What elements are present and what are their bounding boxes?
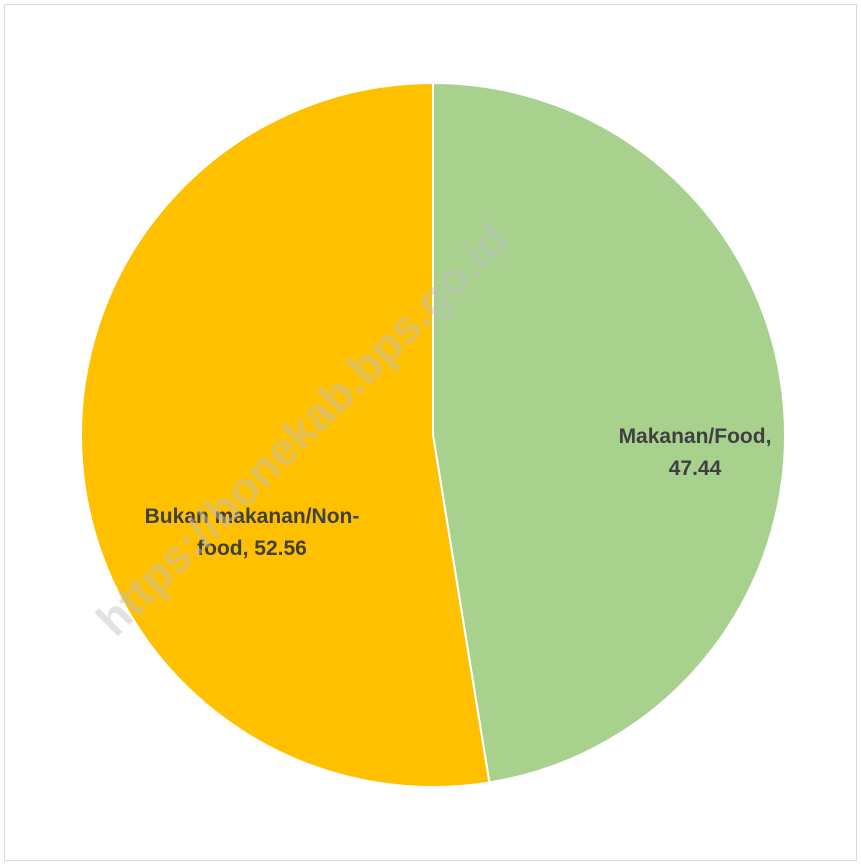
data-label-line: Bukan makanan/Non- [145, 505, 360, 528]
data-labels: Makanan/Food, 47.44 Bukan makanan/Non-food… [145, 425, 772, 560]
pie-slice [80, 81, 491, 788]
pie-slice [432, 81, 786, 784]
data-label-line: food, 52.56 [197, 537, 307, 560]
data-label-line: 47.44 [669, 457, 722, 480]
data-label: Bukan makanan/Non-food, 52.56 [145, 505, 360, 560]
pie [80, 81, 786, 788]
data-label: Makanan/Food, 47.44 [619, 425, 772, 480]
data-label-line: Makanan/Food, [619, 425, 772, 448]
